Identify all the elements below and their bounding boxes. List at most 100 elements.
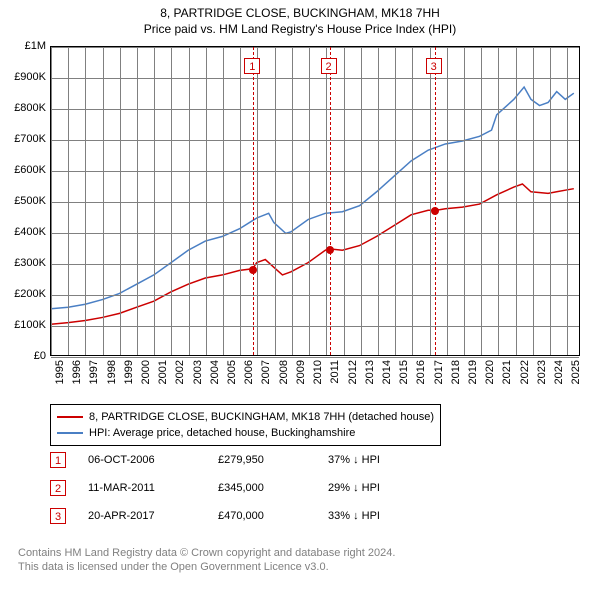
x-tick-label: 2007 [260,360,272,384]
gridline-v [85,47,86,355]
sale-row: 320-APR-2017£470,00033% ↓ HPI [50,508,380,524]
x-tick-label: 2014 [381,360,393,384]
legend: 8, PARTRIDGE CLOSE, BUCKINGHAM, MK18 7HH… [50,404,441,446]
gridline-h [51,140,579,141]
x-tick-label: 2020 [484,360,496,384]
gridline-v [137,47,138,355]
gridline-v [240,47,241,355]
y-tick-label: £0 [0,350,46,362]
legend-row: 8, PARTRIDGE CLOSE, BUCKINGHAM, MK18 7HH… [57,409,434,425]
marker-line [330,47,331,355]
gridline-v [550,47,551,355]
x-tick-label: 1999 [123,360,135,384]
gridline-v [154,47,155,355]
x-tick-label: 2016 [415,360,427,384]
gridline-v [361,47,362,355]
sale-point [249,266,257,274]
x-tick-label: 2001 [157,360,169,384]
y-tick-label: £500K [0,195,46,207]
gridline-v [344,47,345,355]
chart-container: 8, PARTRIDGE CLOSE, BUCKINGHAM, MK18 7HH… [0,0,600,590]
gridline-v [189,47,190,355]
gridline-v [412,47,413,355]
x-tick-label: 2003 [192,360,204,384]
footer-line2: This data is licensed under the Open Gov… [18,560,395,574]
plot-area [50,46,580,356]
series-hpi [51,87,574,309]
legend-swatch [57,432,83,434]
y-tick-label: £900K [0,71,46,83]
x-tick-label: 2002 [174,360,186,384]
x-tick-label: 2017 [433,360,445,384]
sale-price: £470,000 [218,510,328,522]
chart-title-address: 8, PARTRIDGE CLOSE, BUCKINGHAM, MK18 7HH [0,6,600,20]
sale-point [431,207,439,215]
sale-marker-badge: 3 [50,508,66,524]
gridline-v [447,47,448,355]
gridline-v [533,47,534,355]
y-tick-label: £300K [0,257,46,269]
gridline-v [275,47,276,355]
sale-marker-badge: 2 [50,480,66,496]
gridline-v [171,47,172,355]
gridline-h [51,357,579,358]
gridline-h [51,326,579,327]
sale-row: 1 06-OCT-2006£279,95037% ↓ HPI [50,452,380,468]
legend-label: 8, PARTRIDGE CLOSE, BUCKINGHAM, MK18 7HH… [89,409,434,425]
sale-diff: 37% ↓ HPI [328,454,380,466]
x-tick-label: 2013 [364,360,376,384]
gridline-h [51,202,579,203]
x-tick-label: 2006 [243,360,255,384]
x-tick-label: 2012 [347,360,359,384]
sale-date: 11-MAR-2011 [88,482,218,494]
x-tick-label: 1997 [88,360,100,384]
footer-line1: Contains HM Land Registry data © Crown c… [18,546,395,560]
x-tick-label: 2015 [398,360,410,384]
gridline-v [120,47,121,355]
gridline-v [430,47,431,355]
marker-badge: 2 [321,58,337,74]
sale-price: £345,000 [218,482,328,494]
x-tick-label: 2005 [226,360,238,384]
footer-attribution: Contains HM Land Registry data © Crown c… [18,546,395,574]
chart-lines [51,47,579,355]
gridline-v [395,47,396,355]
sale-marker-badge: 1 [50,452,66,468]
gridline-v [257,47,258,355]
y-tick-label: £700K [0,133,46,145]
y-tick-label: £600K [0,164,46,176]
gridline-h [51,109,579,110]
x-tick-label: 2000 [140,360,152,384]
x-tick-label: 2004 [209,360,221,384]
gridline-h [51,171,579,172]
gridline-h [51,295,579,296]
y-tick-label: £800K [0,102,46,114]
legend-swatch [57,416,83,418]
y-tick-label: £1M [0,40,46,52]
gridline-v [464,47,465,355]
x-tick-label: 2023 [536,360,548,384]
gridline-v [206,47,207,355]
sale-price: £279,950 [218,454,328,466]
x-tick-label: 2024 [553,360,565,384]
sale-row: 211-MAR-2011£345,00029% ↓ HPI [50,480,380,496]
sale-date: 20-APR-2017 [88,510,218,522]
sale-date: 06-OCT-2006 [88,454,218,466]
gridline-v [326,47,327,355]
series-property [51,184,574,324]
x-tick-label: 1998 [106,360,118,384]
gridline-h [51,264,579,265]
gridline-v [516,47,517,355]
x-tick-label: 2022 [519,360,531,384]
gridline-v [103,47,104,355]
title-block: 8, PARTRIDGE CLOSE, BUCKINGHAM, MK18 7HH… [0,0,600,36]
gridline-v [378,47,379,355]
y-tick-label: £200K [0,288,46,300]
marker-badge: 3 [426,58,442,74]
gridline-v [309,47,310,355]
gridline-v [223,47,224,355]
marker-line [435,47,436,355]
x-tick-label: 2021 [501,360,513,384]
gridline-v [292,47,293,355]
marker-badge: 1 [244,58,260,74]
